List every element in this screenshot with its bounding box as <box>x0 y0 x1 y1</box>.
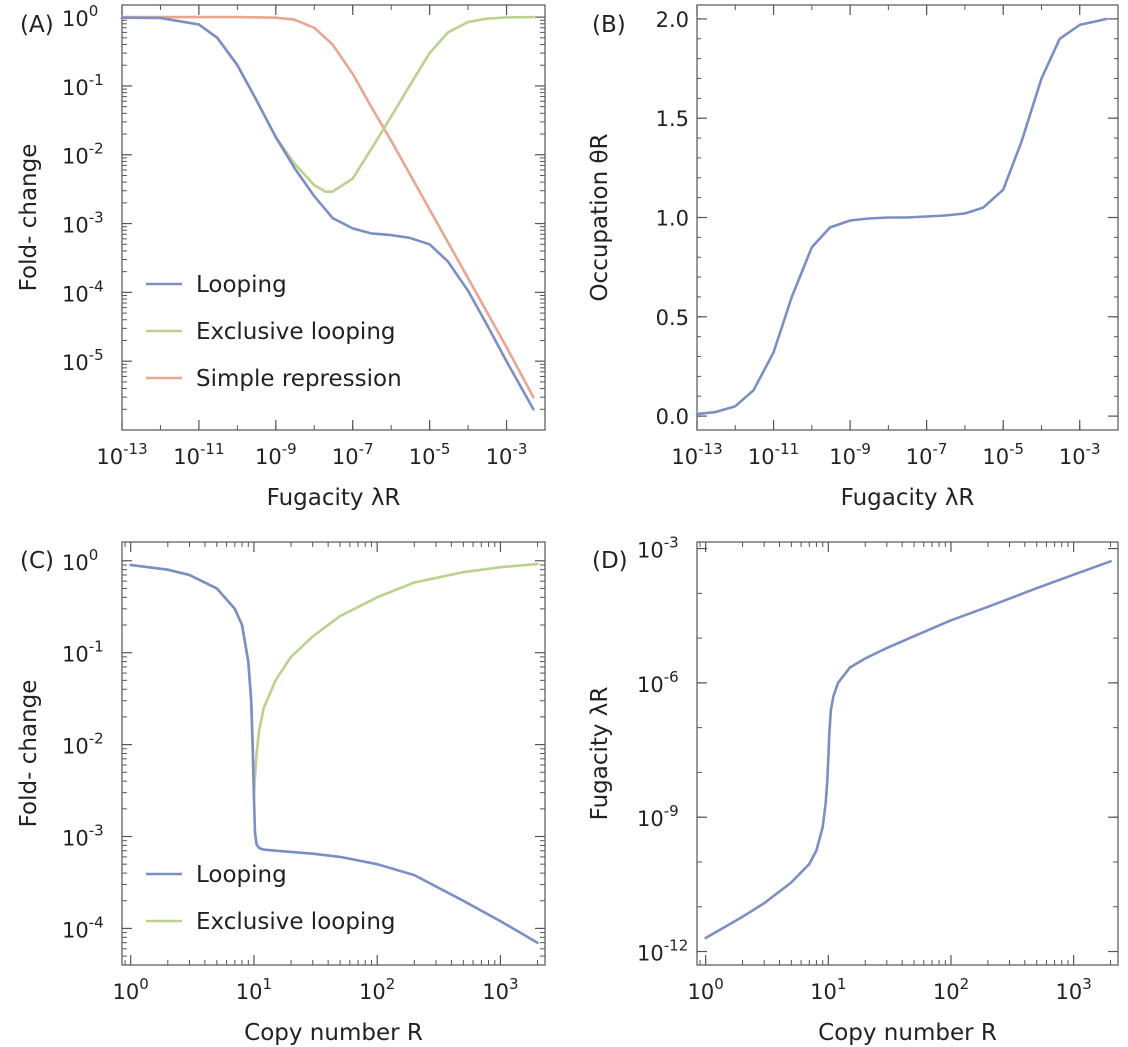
x-axis-title: Copy number R <box>244 1020 423 1046</box>
x-tick-label: 10-9 <box>255 440 297 469</box>
x-tick-label: 10-13 <box>671 440 722 469</box>
plot-frame <box>121 541 546 966</box>
y-tick-label: 0.5 <box>656 306 689 330</box>
series-line-exclusive-looping <box>120 15 535 193</box>
x-tick-label: 101 <box>236 975 272 1004</box>
y-axis-title: Fugacity λR <box>587 687 613 821</box>
legend-label: Exclusive looping <box>196 909 396 935</box>
series-line-simple-repression <box>120 15 535 399</box>
y-axis-title: Fold- change <box>16 680 42 828</box>
x-tick-label: 10-13 <box>96 440 147 469</box>
y-tick-label: 10-3 <box>62 822 104 851</box>
x-tick-label: 103 <box>482 975 518 1004</box>
x-tick-label: 100 <box>688 975 724 1004</box>
x-axis-title: Fugacity λR <box>267 485 401 511</box>
y-tick-label: 10-12 <box>637 937 688 966</box>
plot-frame <box>121 4 546 431</box>
x-tick-label: 10-3 <box>1059 440 1101 469</box>
y-tick-label: 1.0 <box>656 207 689 231</box>
series-line-curve <box>704 559 1112 940</box>
y-axis-title: Occupation θR <box>587 133 613 301</box>
panel-label: (D) <box>592 548 628 574</box>
x-tick-label: 10-11 <box>173 440 224 469</box>
legend-label: Looping <box>196 272 287 298</box>
panel-d: (D) 100 101 102 103 10-3 10-6 10-9 10-12 Copy num… <box>587 534 1119 1046</box>
panel-label: (A) <box>20 12 54 38</box>
x-tick-label: 10-3 <box>486 440 528 469</box>
y-tick-label: 10-3 <box>62 209 104 238</box>
panel-b: (B) 10-13 10-11 10-9 10-7 10-5 10-3 0.0 0.5 1.0 1.… <box>587 4 1119 511</box>
y-tick-label: 100 <box>62 2 98 31</box>
x-tick-label: 10-7 <box>332 440 374 469</box>
series-line-curve <box>695 17 1108 416</box>
x-tick-label: 102 <box>359 975 395 1004</box>
x-tick-label: 100 <box>113 975 149 1004</box>
legend-label: Simple repression <box>196 366 402 392</box>
series-line-looping <box>129 563 539 945</box>
plot-frame <box>696 541 1119 966</box>
x-tick-label: 10-5 <box>409 440 451 469</box>
series-line-exclusive-looping <box>129 562 539 797</box>
y-tick-label: 10-9 <box>637 802 679 831</box>
y-axis-title: Fold- change <box>16 144 42 292</box>
x-tick-label: 10-7 <box>906 440 948 469</box>
x-tick-label: 10-11 <box>748 440 799 469</box>
panel-c: (C) 100 101 102 103 100 10-1 10-2 10-3 10-4 Copy n… <box>16 541 546 1046</box>
x-axis-title: Fugacity λR <box>841 485 975 511</box>
x-axis-title: Copy number R <box>818 1020 997 1046</box>
x-tick-label: 103 <box>1055 975 1091 1004</box>
series-group <box>129 562 539 945</box>
panel-a: (A) 10-13 10-11 10-9 10-7 10-5 10-3 100 10-1 10-2… <box>16 2 546 511</box>
x-tick-label: 101 <box>810 975 846 1004</box>
y-tick-label: 0.0 <box>656 405 689 429</box>
panel-label: (C) <box>20 548 54 574</box>
series-line-looping <box>120 16 535 411</box>
y-tick-label: 100 <box>62 546 98 575</box>
panel-label: (B) <box>592 12 626 38</box>
y-tick-label: 10-2 <box>62 140 104 169</box>
y-tick-label: 10-3 <box>637 534 679 563</box>
series-group <box>695 17 1108 416</box>
y-tick-label: 2.0 <box>656 8 689 32</box>
x-tick-label: 10-5 <box>982 440 1024 469</box>
legend-label: Exclusive looping <box>196 319 396 345</box>
x-tick-label: 102 <box>933 975 969 1004</box>
y-tick-label: 10-1 <box>62 638 104 667</box>
y-tick-label: 10-4 <box>62 277 104 306</box>
y-tick-label: 1.5 <box>656 107 689 131</box>
x-tick-label: 10-9 <box>829 440 871 469</box>
series-group <box>120 15 535 411</box>
y-tick-label: 10-6 <box>637 668 679 697</box>
y-tick-label: 10-1 <box>62 71 104 100</box>
y-tick-label: 10-4 <box>62 913 104 942</box>
y-tick-label: 10-2 <box>62 730 104 759</box>
y-tick-label: 10-5 <box>62 346 104 375</box>
series-group <box>704 559 1112 940</box>
legend-label: Looping <box>196 862 287 888</box>
